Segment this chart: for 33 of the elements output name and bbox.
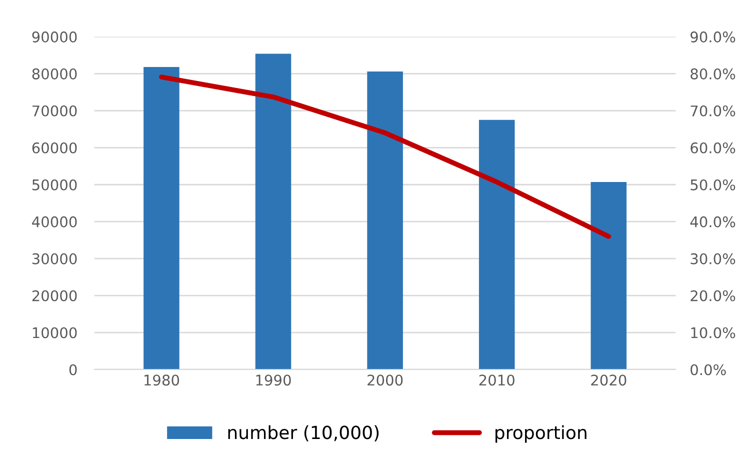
y-tick-label: 60000: [32, 142, 77, 154]
bar: [367, 71, 403, 370]
y2-tick-label: 20.0%: [690, 290, 736, 302]
y-tick-label: 10000: [32, 327, 77, 338]
legend-label: number (10,000): [228, 425, 379, 442]
y2-tick-label: 10.0%: [691, 327, 736, 338]
y2-tick-label: 30.0%: [690, 253, 736, 264]
bar: [255, 54, 292, 370]
x-tick-label: 2010: [479, 374, 514, 386]
y-tick-label: 0: [69, 364, 77, 376]
legend-label: proportion: [496, 425, 586, 443]
y-tick-label: 30000: [32, 253, 77, 264]
bar: [478, 120, 515, 370]
x-tick-label: 2020: [591, 374, 626, 386]
y2-tick-label: 40.0%: [690, 216, 736, 228]
y-tick-label: 80000: [32, 68, 77, 80]
y2-tick-label: 70.0%: [690, 105, 736, 116]
x-tick-label: 2000: [368, 374, 403, 386]
y-tick-label: 40000: [32, 216, 77, 228]
y2-tick-label: 0.0%: [690, 364, 726, 376]
line-series: [159, 74, 612, 239]
x-tick-label: 1990: [256, 374, 291, 386]
bar: [144, 67, 180, 370]
bar: [590, 182, 627, 370]
y2-tick-label: 50.0%: [690, 179, 736, 190]
y2-tick-label: 80.0%: [690, 68, 736, 80]
y-tick-label: 50000: [32, 179, 77, 190]
y-tick-label: 20000: [32, 290, 77, 302]
y2-tick-label: 90.0%: [690, 31, 736, 42]
x-tick-label: 1980: [144, 374, 180, 386]
y-tick-label: 90000: [32, 31, 77, 42]
y2-tick-label: 60.0%: [690, 142, 736, 154]
y-tick-label: 70000: [32, 105, 77, 116]
